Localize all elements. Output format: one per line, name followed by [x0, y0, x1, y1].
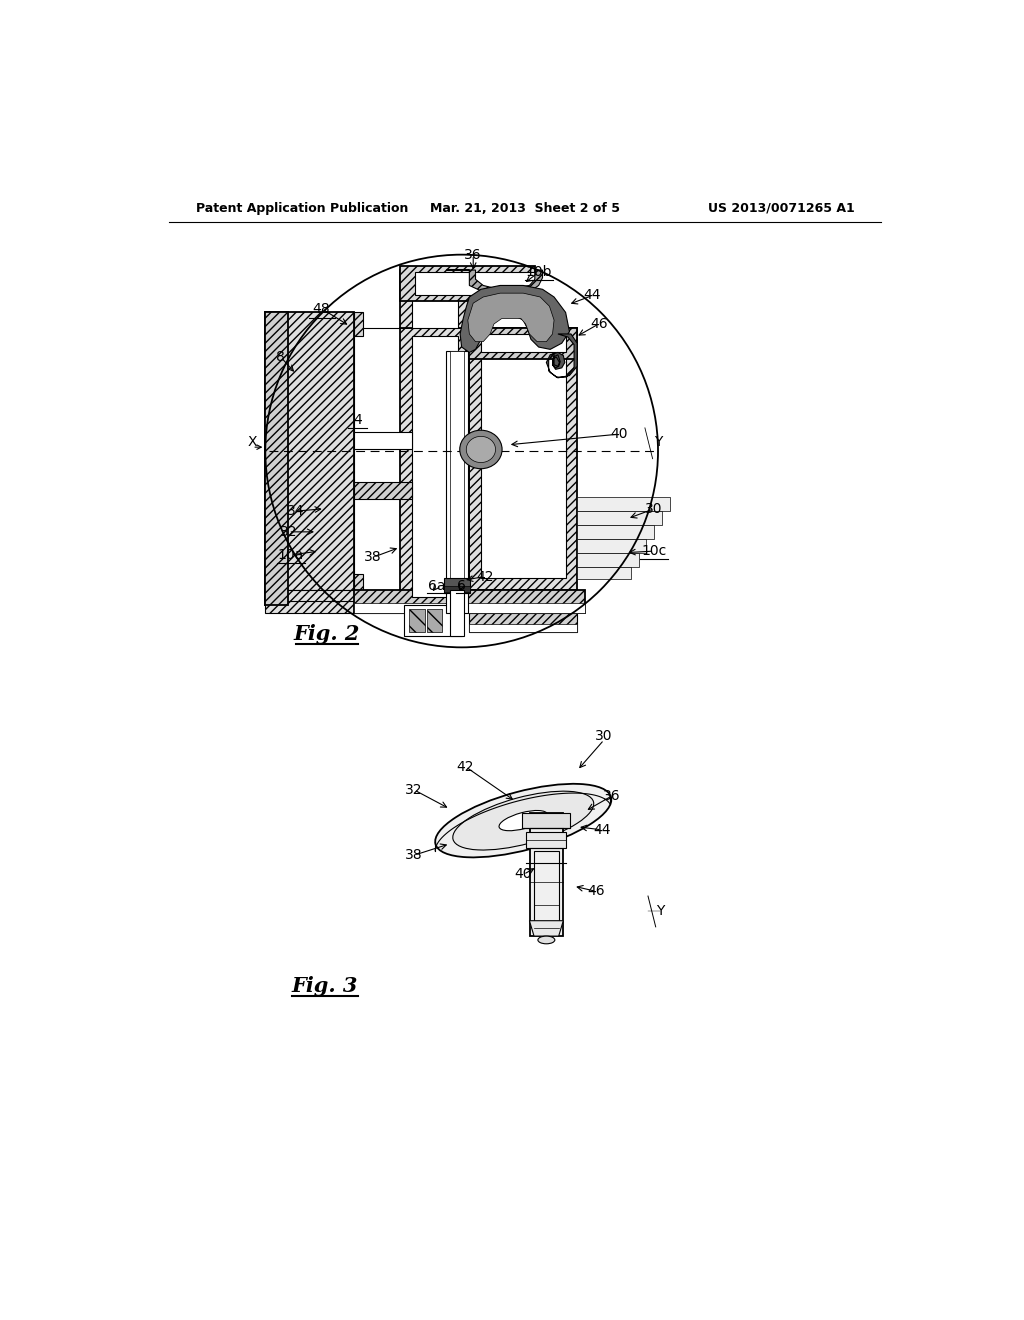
Bar [578, 525, 654, 539]
Polygon shape [468, 293, 554, 342]
Ellipse shape [538, 936, 555, 944]
Polygon shape [460, 285, 569, 352]
Bar [416, 272, 535, 296]
Text: 38: 38 [406, 849, 423, 862]
Bar [265, 313, 289, 605]
Text: 42: 42 [457, 760, 474, 774]
Text: 38: 38 [365, 550, 382, 564]
Bar [444, 586, 470, 591]
Text: X: X [248, 434, 257, 449]
Bar [578, 566, 631, 578]
Bar [400, 271, 469, 327]
Bar [526, 832, 566, 847]
Bar [578, 553, 639, 566]
Bar [400, 327, 469, 605]
Text: 40: 40 [610, 428, 629, 441]
Bar [444, 578, 470, 594]
Polygon shape [529, 921, 563, 936]
Text: 34: 34 [288, 504, 305, 517]
Bar [412, 277, 458, 327]
Bar [400, 267, 535, 301]
Bar [265, 313, 354, 605]
Text: 4: 4 [353, 413, 362, 428]
Bar [469, 624, 578, 632]
Text: 36: 36 [465, 248, 482, 261]
Text: Mar. 21, 2013  Sheet 2 of 5: Mar. 21, 2013 Sheet 2 of 5 [430, 202, 620, 215]
Bar [469, 612, 578, 632]
Text: Y: Y [653, 434, 663, 449]
Bar [354, 313, 364, 335]
Bar [578, 539, 646, 553]
Polygon shape [446, 271, 543, 293]
Bar [578, 498, 670, 511]
Bar [522, 813, 570, 829]
Text: Patent Application Publication: Patent Application Publication [196, 202, 409, 215]
Bar [481, 339, 565, 578]
Text: 48: 48 [312, 301, 331, 315]
Text: 10a: 10a [278, 548, 304, 562]
Bar [354, 432, 412, 449]
Bar [354, 603, 585, 612]
Text: 42: 42 [476, 569, 494, 583]
Text: 40: 40 [514, 867, 532, 882]
Ellipse shape [466, 437, 496, 462]
Bar [427, 609, 442, 632]
Ellipse shape [460, 430, 502, 469]
Text: Fig. 3: Fig. 3 [292, 977, 357, 997]
Bar [354, 574, 364, 590]
Bar [265, 590, 419, 601]
Bar [451, 351, 464, 612]
Ellipse shape [435, 784, 611, 858]
Ellipse shape [453, 791, 594, 850]
Bar [412, 335, 458, 597]
Bar [354, 327, 400, 590]
Text: 8: 8 [276, 350, 285, 364]
Text: 30: 30 [595, 729, 612, 743]
Text: 6a: 6a [428, 578, 445, 593]
Bar [354, 590, 585, 612]
Text: 46: 46 [590, 317, 607, 331]
Bar [481, 334, 565, 352]
Text: 10b: 10b [525, 265, 552, 280]
Text: 10c: 10c [641, 544, 667, 558]
Text: 44: 44 [584, 289, 601, 302]
Bar [354, 482, 412, 499]
Text: 36: 36 [603, 789, 621, 803]
Bar [265, 590, 419, 612]
Bar [403, 605, 462, 636]
Bar [578, 511, 662, 525]
Ellipse shape [499, 810, 548, 830]
Text: US 2013/0071265 A1: US 2013/0071265 A1 [708, 202, 854, 215]
Bar [446, 351, 468, 612]
Text: Y: Y [656, 904, 665, 919]
Bar [469, 327, 578, 590]
Bar [451, 590, 464, 636]
Bar [530, 813, 562, 936]
Text: 46: 46 [588, 884, 605, 899]
Text: 6: 6 [458, 578, 466, 593]
Text: Fig. 2: Fig. 2 [294, 624, 360, 644]
Circle shape [265, 255, 658, 647]
Bar [410, 609, 425, 632]
Bar [469, 327, 578, 359]
Polygon shape [547, 334, 578, 378]
Text: 30: 30 [645, 502, 663, 516]
Bar [535, 851, 559, 928]
Text: 44: 44 [593, 822, 610, 837]
Text: 32: 32 [406, 783, 423, 797]
Text: 32: 32 [280, 525, 297, 539]
